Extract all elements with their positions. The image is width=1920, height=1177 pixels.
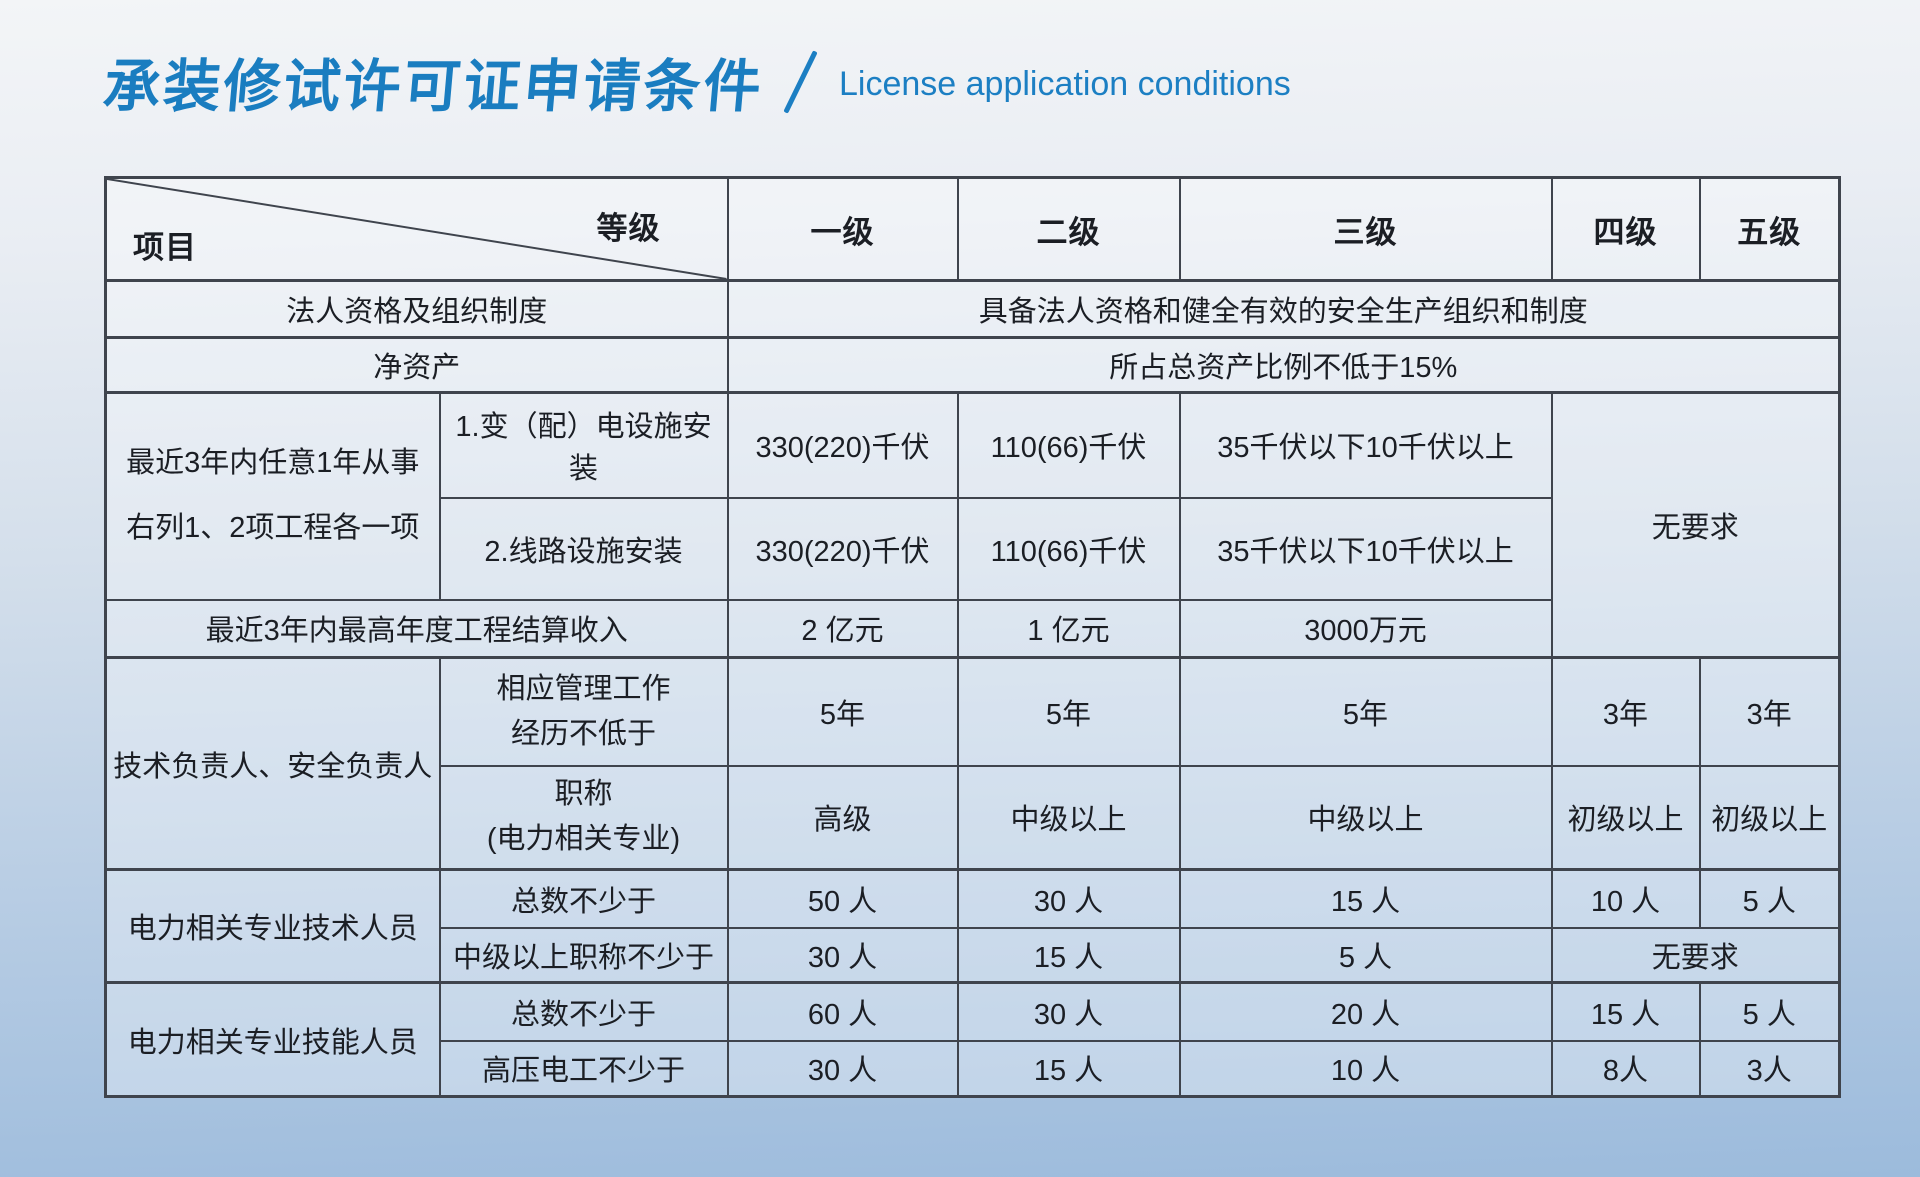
leaders-sub-label: 职称 (电力相关专业): [438, 764, 729, 871]
skilled-group-label: 电力相关专业技能人员: [104, 981, 441, 1098]
diagonal-line-icon: [107, 179, 727, 279]
cell-value: 60 人: [726, 981, 959, 1042]
technicians-group-label: 电力相关专业技术人员: [104, 868, 441, 984]
table-row: 职称 (电力相关专业) 高级 中级以上 中级以上 初级以上 初级以上: [106, 764, 1841, 871]
slash-divider-icon: [783, 50, 818, 114]
cell-value: 初级以上: [1698, 764, 1841, 871]
cell-value: 15 人: [1178, 868, 1553, 929]
corner-grade-label: 等级: [596, 211, 661, 246]
table-row: 法人资格及组织制度 具备法人资格和健全有效的安全生产组织和制度: [104, 279, 1841, 339]
corner-cell: 等级 项目: [104, 176, 729, 282]
table-header-row: 等级 项目 一级 二级 三级 四级 五级: [104, 176, 1841, 282]
grade-header-1: 一级: [726, 176, 959, 282]
cell-value: 8人: [1550, 1039, 1701, 1098]
grade-header-3: 三级: [1178, 176, 1553, 282]
cell-value: 5年: [726, 656, 959, 767]
cell-value: 20 人: [1178, 981, 1553, 1042]
cell-value: 3人: [1698, 1039, 1841, 1098]
cell-value: 5年: [956, 656, 1181, 767]
table-row: 电力相关专业技能人员 总数不少于 60 人 30 人 20 人 15 人 5 人: [104, 981, 1841, 1098]
technicians-sub-label: 中级以上职称不少于: [438, 926, 729, 984]
cell-value: 3年: [1698, 656, 1841, 767]
cell-value: 110(66)千伏: [956, 391, 1181, 499]
legal-value: 具备法人资格和健全有效的安全生产组织和制度: [726, 279, 1841, 339]
cell-value: 330(220)千伏: [726, 391, 959, 499]
no-requirement-cell: 无要求: [1550, 926, 1841, 984]
table-row: 中级以上职称不少于 30 人 15 人 5 人 无要求: [106, 926, 1841, 984]
leaders-group-label: 技术负责人、安全负责人: [104, 656, 441, 871]
page-title: 承装修试许可证申请条件: [100, 55, 767, 119]
cell-value: 330(220)千伏: [726, 496, 959, 601]
cell-value: 5年: [1178, 656, 1553, 767]
cell-value: 30 人: [956, 868, 1181, 929]
cell-value: 1 亿元: [956, 598, 1181, 659]
page-subtitle: License application conditions: [839, 64, 1291, 103]
cell-value: 5 人: [1178, 926, 1553, 984]
technicians-sub-label: 总数不少于: [438, 868, 729, 929]
revenue-label: 最近3年内最高年度工程结算收入: [104, 598, 729, 659]
cell-value: 110(66)千伏: [956, 496, 1181, 601]
table-row: 最近3年内任意1年从事 右列1、2项工程各一项 1.变（配）电设施安装 330(…: [104, 391, 1841, 659]
cell-value: 中级以上: [956, 764, 1181, 871]
table-row: 电力相关专业技术人员 总数不少于 50 人 30 人 15 人 10 人 5 人: [104, 868, 1841, 984]
experience-sub-label: 2.线路设施安装: [438, 496, 729, 601]
grade-header-4: 四级: [1550, 176, 1701, 282]
page-header: 承装修试许可证申请条件 License application conditio…: [101, 42, 1291, 122]
legal-label: 法人资格及组织制度: [104, 279, 729, 339]
cell-value: 5 人: [1698, 981, 1841, 1042]
cell-value: 5 人: [1698, 868, 1841, 929]
cell-value: 高级: [726, 764, 959, 871]
cell-value: 35千伏以下10千伏以上: [1178, 391, 1553, 499]
cell-value: 10 人: [1178, 1039, 1553, 1098]
net-assets-value: 所占总资产比例不低于15%: [726, 336, 1841, 394]
grade-header-5: 五级: [1698, 176, 1841, 282]
cell-value: 30 人: [726, 1039, 959, 1098]
cell-value: 3000万元: [1178, 598, 1553, 659]
no-requirement-cell: 无要求: [1550, 391, 1841, 659]
cell-value: 15 人: [956, 1039, 1181, 1098]
requirements-table: 等级 项目 一级 二级 三级 四级 五级 法人资格及组织制度 具备法人资格和健全…: [104, 176, 1841, 1098]
cell-value: 15 人: [956, 926, 1181, 984]
grade-header-2: 二级: [956, 176, 1181, 282]
cell-value: 30 人: [726, 926, 959, 984]
experience-sub-label: 1.变（配）电设施安装: [438, 391, 729, 499]
skilled-sub-label: 高压电工不少于: [438, 1039, 729, 1098]
cell-value: 10 人: [1550, 868, 1701, 929]
leaders-sub-label: 相应管理工作 经历不低于: [438, 656, 729, 767]
cell-value: 3年: [1550, 656, 1701, 767]
cell-value: 50 人: [726, 868, 959, 929]
cell-value: 中级以上: [1178, 764, 1553, 871]
cell-value: 35千伏以下10千伏以上: [1178, 496, 1553, 601]
cell-value: 初级以上: [1550, 764, 1701, 871]
cell-value: 2 亿元: [726, 598, 959, 659]
table-row: 高压电工不少于 30 人 15 人 10 人 8人 3人: [106, 1039, 1841, 1098]
experience-group-label: 最近3年内任意1年从事 右列1、2项工程各一项: [104, 391, 441, 601]
skilled-sub-label: 总数不少于: [438, 981, 729, 1042]
table-row: 2.线路设施安装 330(220)千伏 110(66)千伏 35千伏以下10千伏…: [106, 496, 1840, 601]
table-row: 净资产 所占总资产比例不低于15%: [104, 336, 1841, 394]
table-row: 技术负责人、安全负责人 相应管理工作 经历不低于 5年 5年 5年 3年 3年: [104, 656, 1841, 871]
cell-value: 15 人: [1550, 981, 1701, 1042]
corner-item-label: 项目: [133, 230, 197, 265]
cell-value: 30 人: [956, 981, 1181, 1042]
net-assets-label: 净资产: [104, 336, 729, 394]
table-row: 最近3年内最高年度工程结算收入 2 亿元 1 亿元 3000万元: [104, 598, 1840, 659]
